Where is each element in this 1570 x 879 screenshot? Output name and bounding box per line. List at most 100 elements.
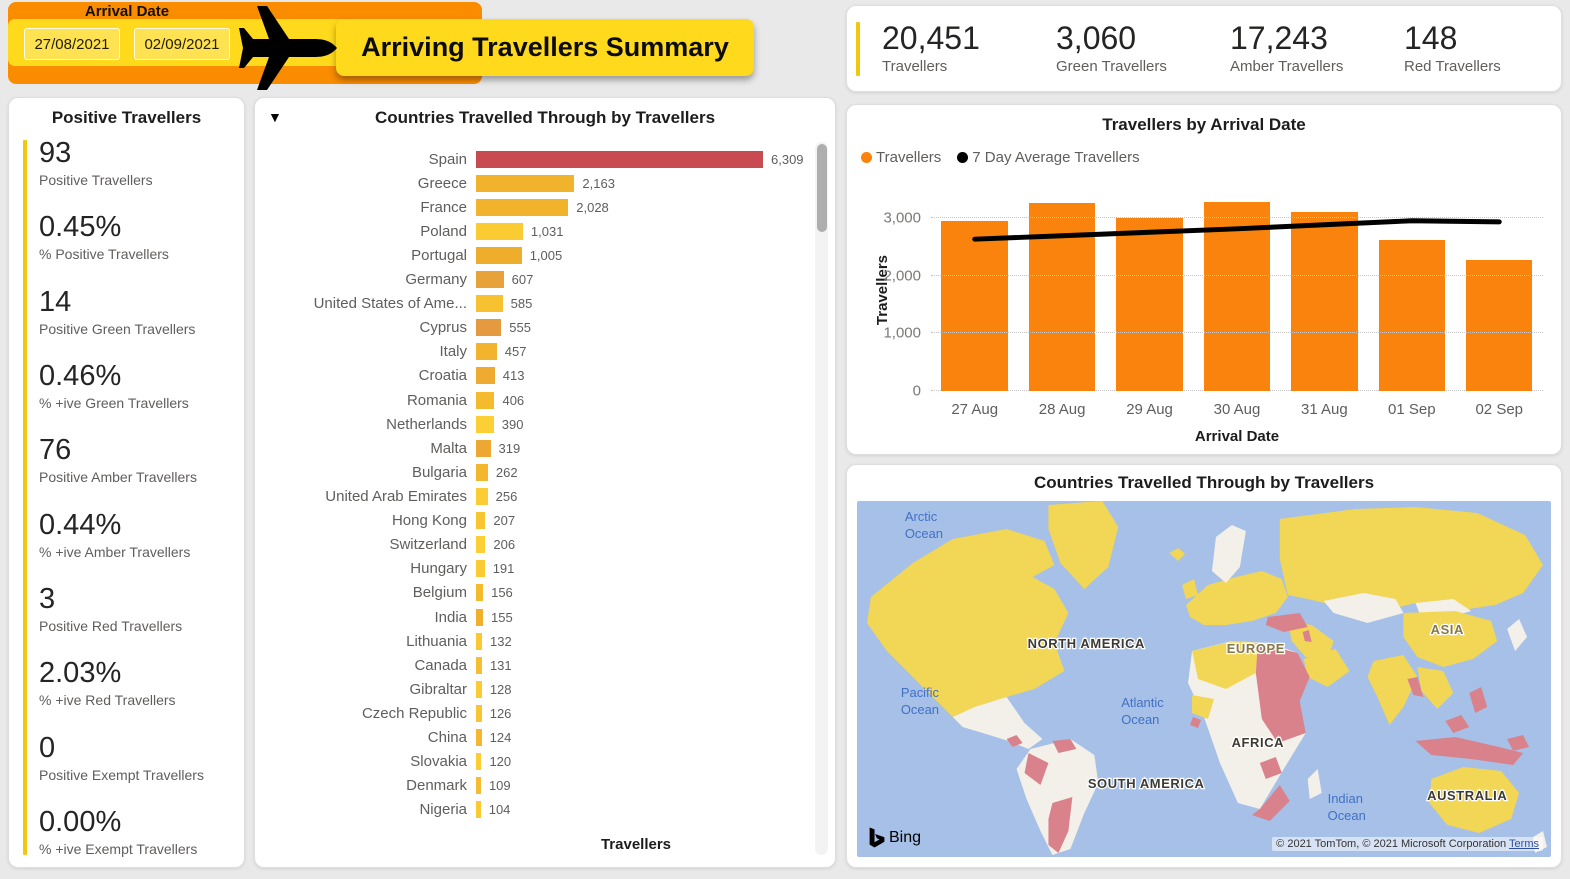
map-region-scandinavia[interactable] [1211, 525, 1246, 583]
country-bar[interactable] [476, 222, 523, 240]
country-label: Belgium [412, 584, 467, 602]
country-bar[interactable] [476, 246, 522, 264]
map-region-australia[interactable] [1429, 767, 1520, 833]
map-region-greenland[interactable] [1048, 501, 1119, 589]
country-bar[interactable] [476, 584, 484, 602]
stat-label: % +ive Green Travellers [39, 394, 189, 411]
chart-scrollbar-thumb[interactable] [816, 144, 827, 232]
country-bar-rows: Spain 6,309 Greece 2,163 France 2,028 Poland 1,… [267, 148, 805, 821]
country-bar[interactable] [476, 680, 482, 698]
country-bar[interactable] [476, 705, 482, 723]
map-region-russia[interactable] [1279, 507, 1544, 613]
country-bar[interactable] [476, 463, 488, 481]
country-bar[interactable] [476, 343, 497, 361]
bing-logo[interactable]: Bing [869, 827, 921, 849]
map-region-turkey[interactable] [1265, 613, 1308, 632]
country-label: Nigeria [419, 801, 467, 819]
chart-scrollbar[interactable] [815, 142, 828, 855]
travellers-column-bar[interactable] [941, 221, 1008, 391]
bar-row: Switzerland 206 [267, 534, 805, 556]
map-region-japan[interactable] [1507, 619, 1528, 651]
map-region-southeast-asia[interactable] [1417, 667, 1454, 709]
country-bar[interactable] [476, 801, 481, 819]
map-region-central-asia[interactable] [1323, 593, 1404, 623]
country-bar[interactable] [476, 512, 486, 530]
map-region-borneo[interactable] [1445, 715, 1470, 733]
map-region-north-america[interactable] [866, 529, 1069, 717]
country-bar-value: 120 [489, 754, 512, 770]
travellers-column-bar[interactable] [1203, 201, 1271, 391]
y-tick-label: 2,000 [883, 267, 921, 285]
legend-item-average[interactable]: 7 Day Average Travellers [957, 149, 1140, 166]
map-region-zambia[interactable] [1259, 757, 1282, 779]
kpi-item: 20,451 Travellers [882, 21, 1034, 75]
map-region-venezuela[interactable] [1052, 739, 1077, 753]
map-region-north-africa[interactable] [1192, 641, 1258, 689]
country-bar[interactable] [476, 295, 503, 313]
indian-ocean-label2: Ocean [1328, 808, 1366, 823]
country-bar-value: 1,005 [529, 247, 563, 263]
map-region-bangladesh[interactable] [1407, 677, 1424, 697]
seven-day-average-line[interactable] [972, 218, 1502, 242]
map-region-mexico[interactable] [952, 697, 1043, 749]
country-bar[interactable] [476, 536, 486, 554]
bar-row: Italy 457 [267, 341, 805, 363]
map-region-madagascar[interactable] [1307, 769, 1322, 799]
country-bar[interactable] [476, 777, 481, 795]
country-bar-value: 126 [489, 706, 512, 722]
map-region-indonesia[interactable] [1415, 737, 1524, 765]
map-region-saudi-arabia[interactable] [1303, 649, 1350, 687]
country-bar[interactable] [476, 319, 502, 337]
travellers-column-bar[interactable] [1291, 212, 1358, 391]
country-bar[interactable] [476, 439, 491, 457]
country-bar[interactable] [476, 560, 485, 578]
map-region-iceland[interactable] [1169, 548, 1186, 561]
country-label: Italy [439, 343, 467, 361]
country-label: Bulgaria [411, 463, 467, 481]
country-bar[interactable] [476, 608, 484, 626]
travellers-column-bar[interactable] [1116, 217, 1183, 391]
y-axis-ticks: 0 1,000 2,000 3,000 [883, 189, 927, 399]
travellers-column-bar[interactable] [1378, 240, 1446, 391]
start-date-input[interactable]: 27/08/2021 [24, 28, 120, 60]
country-bar[interactable] [476, 656, 482, 674]
kpi-list: 20,451 Travellers 3,060 Green Travellers 17,… [860, 21, 1556, 75]
country-bar[interactable] [476, 753, 482, 771]
travellers-column-bar[interactable] [1466, 259, 1533, 391]
country-bar[interactable] [476, 174, 575, 192]
map-region-west-africa[interactable] [1192, 695, 1214, 719]
countries-bar-chart-panel: ▼ Countries Travelled Through by Travell… [254, 97, 836, 868]
country-bar[interactable] [476, 391, 495, 409]
country-bar[interactable] [476, 488, 488, 506]
country-bar-value: 207 [493, 513, 516, 529]
legend-item-travellers[interactable]: Travellers [861, 149, 941, 166]
map-region-central-america[interactable] [1006, 735, 1023, 747]
map-region-philippines[interactable] [1469, 687, 1488, 713]
map-region-china[interactable] [1403, 611, 1498, 667]
country-bar[interactable] [476, 198, 569, 216]
world-map[interactable]: Arctic Ocean Pacific Ocean Atlantic Ocea… [857, 501, 1551, 857]
end-date-input[interactable]: 02/09/2021 [134, 28, 230, 60]
map-region-levant[interactable] [1302, 630, 1312, 642]
map-region-papua[interactable] [1507, 735, 1530, 751]
drill-down-icon[interactable]: ▼ [268, 109, 282, 125]
map-region-uk[interactable] [1182, 579, 1199, 599]
country-bar[interactable] [476, 271, 504, 289]
country-bar[interactable] [476, 415, 494, 433]
bar-row: Portugal 1,005 [267, 244, 805, 266]
country-label: Canada [414, 656, 467, 674]
country-bar[interactable] [476, 150, 763, 168]
map-region-india[interactable] [1367, 655, 1418, 725]
country-bar[interactable] [476, 367, 495, 385]
map-region-guinea[interactable] [1190, 717, 1202, 728]
stat-pair: 0 Positive Exempt Travellers [39, 732, 238, 783]
terms-link[interactable]: Terms [1509, 838, 1539, 850]
map-region-europe[interactable] [1186, 571, 1288, 625]
map-region-argentina-chile[interactable] [1048, 797, 1073, 853]
map-region-peru[interactable] [1024, 753, 1049, 785]
map-region-south-africa[interactable] [1251, 785, 1290, 821]
bar-row: Slovakia 120 [267, 751, 805, 773]
map-region-northeast-africa[interactable] [1255, 643, 1310, 743]
country-bar[interactable] [476, 729, 482, 747]
country-bar[interactable] [476, 632, 482, 650]
